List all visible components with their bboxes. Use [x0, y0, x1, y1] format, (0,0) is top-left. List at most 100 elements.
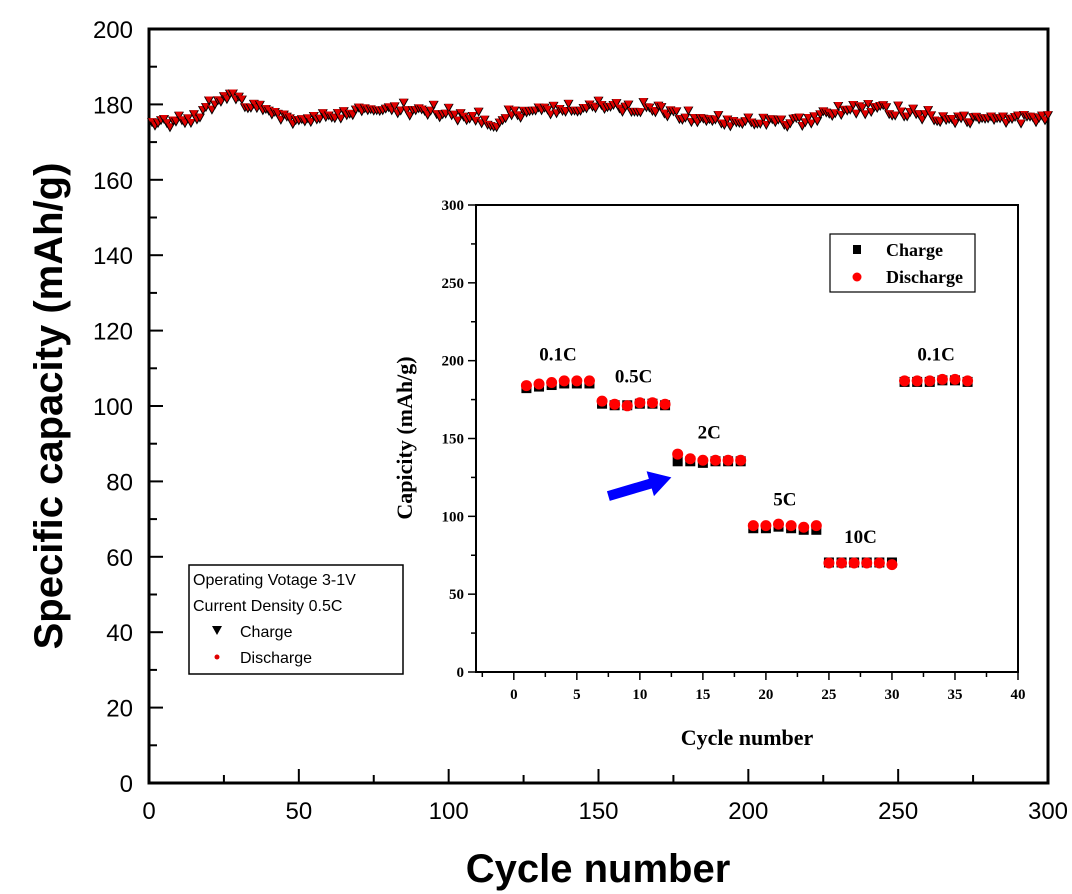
inset-y-tick-label: 150	[442, 432, 465, 448]
inset-x-axis-label: Cycle number	[681, 725, 814, 750]
discharge-point	[684, 106, 693, 114]
main-y-tick-label: 140	[93, 243, 133, 270]
discharge-point	[165, 123, 174, 131]
inset-discharge-point	[823, 557, 835, 569]
inset-y-tick-label: 300	[442, 198, 465, 214]
discharge-point	[639, 98, 648, 106]
discharge-point	[927, 111, 936, 119]
discharge-point	[864, 100, 873, 108]
main-x-tick-label: 150	[578, 798, 618, 825]
discharge-point	[681, 113, 690, 121]
discharge-point	[201, 103, 210, 111]
inset-y-ticks: 0 50 100 150 200 250 300	[442, 198, 476, 681]
discharge-point	[174, 111, 183, 119]
main-y-tick-label: 160	[93, 168, 133, 195]
discharge-point	[951, 119, 960, 127]
discharge-point	[186, 119, 195, 127]
main-legend: Operating Votage 3-1V Current Density 0.…	[188, 564, 404, 675]
rate-annotation: 0.1C	[539, 345, 576, 366]
discharge-point	[543, 105, 552, 113]
charge-square-icon	[853, 245, 861, 254]
discharge-point	[189, 110, 198, 118]
inset-x-tick-label: 5	[573, 687, 581, 703]
inset-discharge-point	[848, 557, 860, 569]
discharge-point	[762, 120, 771, 128]
inset-discharge-point	[760, 520, 772, 532]
discharge-point	[396, 106, 405, 114]
inset-discharge-point	[634, 397, 646, 409]
inset-y-tick-label: 0	[457, 665, 465, 681]
discharge-point	[450, 110, 459, 118]
inset-discharge-point	[798, 521, 810, 533]
inset-discharge-point	[722, 454, 734, 466]
discharge-point	[594, 96, 603, 104]
charge-triangle-icon	[212, 626, 222, 635]
discharge-point	[204, 96, 213, 104]
inset-discharge-point	[520, 380, 532, 392]
inset-discharge-point	[949, 373, 961, 385]
inset-data-points	[520, 373, 974, 571]
main-y-tick-label: 60	[106, 545, 133, 572]
main-plot: 0 50 100 150 200 250 300 020406080100120140160…	[27, 17, 1068, 891]
discharge-point	[237, 95, 246, 103]
inset-x-tick-label: 40	[1011, 687, 1026, 703]
inset-legend-box	[829, 233, 976, 293]
discharge-point	[597, 101, 606, 109]
main-x-tick-label: 100	[429, 798, 469, 825]
discharge-point	[315, 114, 324, 122]
inset-y-axis-label: Capicity (mAh/g)	[392, 356, 417, 519]
inset-x-tick-label: 10	[632, 687, 647, 703]
discharge-point	[999, 112, 1008, 120]
discharge-point	[714, 111, 723, 119]
discharge-point	[591, 104, 600, 112]
discharge-point	[807, 119, 816, 127]
discharge-point	[162, 119, 171, 127]
inset-discharge-point	[886, 559, 898, 571]
discharge-point	[171, 117, 180, 125]
discharge-point	[909, 104, 918, 112]
inset-x-tick-label: 25	[821, 687, 836, 703]
inset-y-tick-label: 50	[449, 587, 464, 603]
inset-x-tick-label: 15	[695, 687, 710, 703]
inset-discharge-point	[873, 557, 885, 569]
discharge-point	[891, 111, 900, 119]
discharge-point	[861, 110, 870, 118]
inset-discharge-point	[735, 454, 747, 466]
rate-annotation: 10C	[844, 527, 877, 548]
inset-discharge-point	[546, 376, 558, 388]
inset-plot: 0 5 10 15 20 25 30 35 40 0 50 100 150 200 250 300 0.1C…	[392, 198, 1026, 750]
main-y-tick-label: 40	[106, 620, 133, 647]
discharge-point	[1038, 111, 1047, 119]
main-data-points	[146, 89, 1053, 133]
inset-discharge-point	[709, 454, 721, 466]
discharge-point	[471, 116, 480, 124]
legend-header-current: Current Density 0.5C	[193, 598, 342, 615]
discharge-point	[480, 115, 489, 123]
discharge-point	[183, 114, 192, 122]
inset-discharge-point	[924, 375, 936, 387]
inset-discharge-point	[899, 375, 911, 387]
main-y-axis-label: Specific capacity (mAh/g)	[27, 163, 71, 650]
inset-y-tick-label: 250	[442, 276, 465, 292]
inset-rate-annotations: 0.1C 0.5C 2C 5C 10C 0.1C	[539, 345, 955, 548]
discharge-point	[222, 95, 231, 103]
discharge-point	[858, 103, 867, 111]
discharge-point	[672, 107, 681, 115]
inset-discharge-point	[596, 395, 608, 407]
discharge-point	[216, 97, 225, 105]
discharge-point	[318, 109, 327, 117]
main-x-tick-label: 250	[878, 798, 918, 825]
discharge-point	[1014, 111, 1023, 119]
inset-legend-charge-label: Charge	[886, 240, 943, 260]
inset-y-tick-label: 200	[442, 354, 465, 370]
discharge-point	[894, 101, 903, 109]
discharge-point	[474, 107, 483, 115]
discharge-circle-icon	[852, 272, 862, 282]
legend-header-voltage: Operating Votage 3-1V	[193, 572, 356, 589]
discharge-point	[309, 112, 318, 120]
discharge-point	[834, 101, 843, 109]
inset-discharge-point	[836, 557, 848, 569]
inset-x-ticks: 0 5 10 15 20 25 30 35 40	[481, 672, 1026, 703]
inset-discharge-point	[571, 375, 583, 387]
inset-discharge-point	[861, 557, 873, 569]
